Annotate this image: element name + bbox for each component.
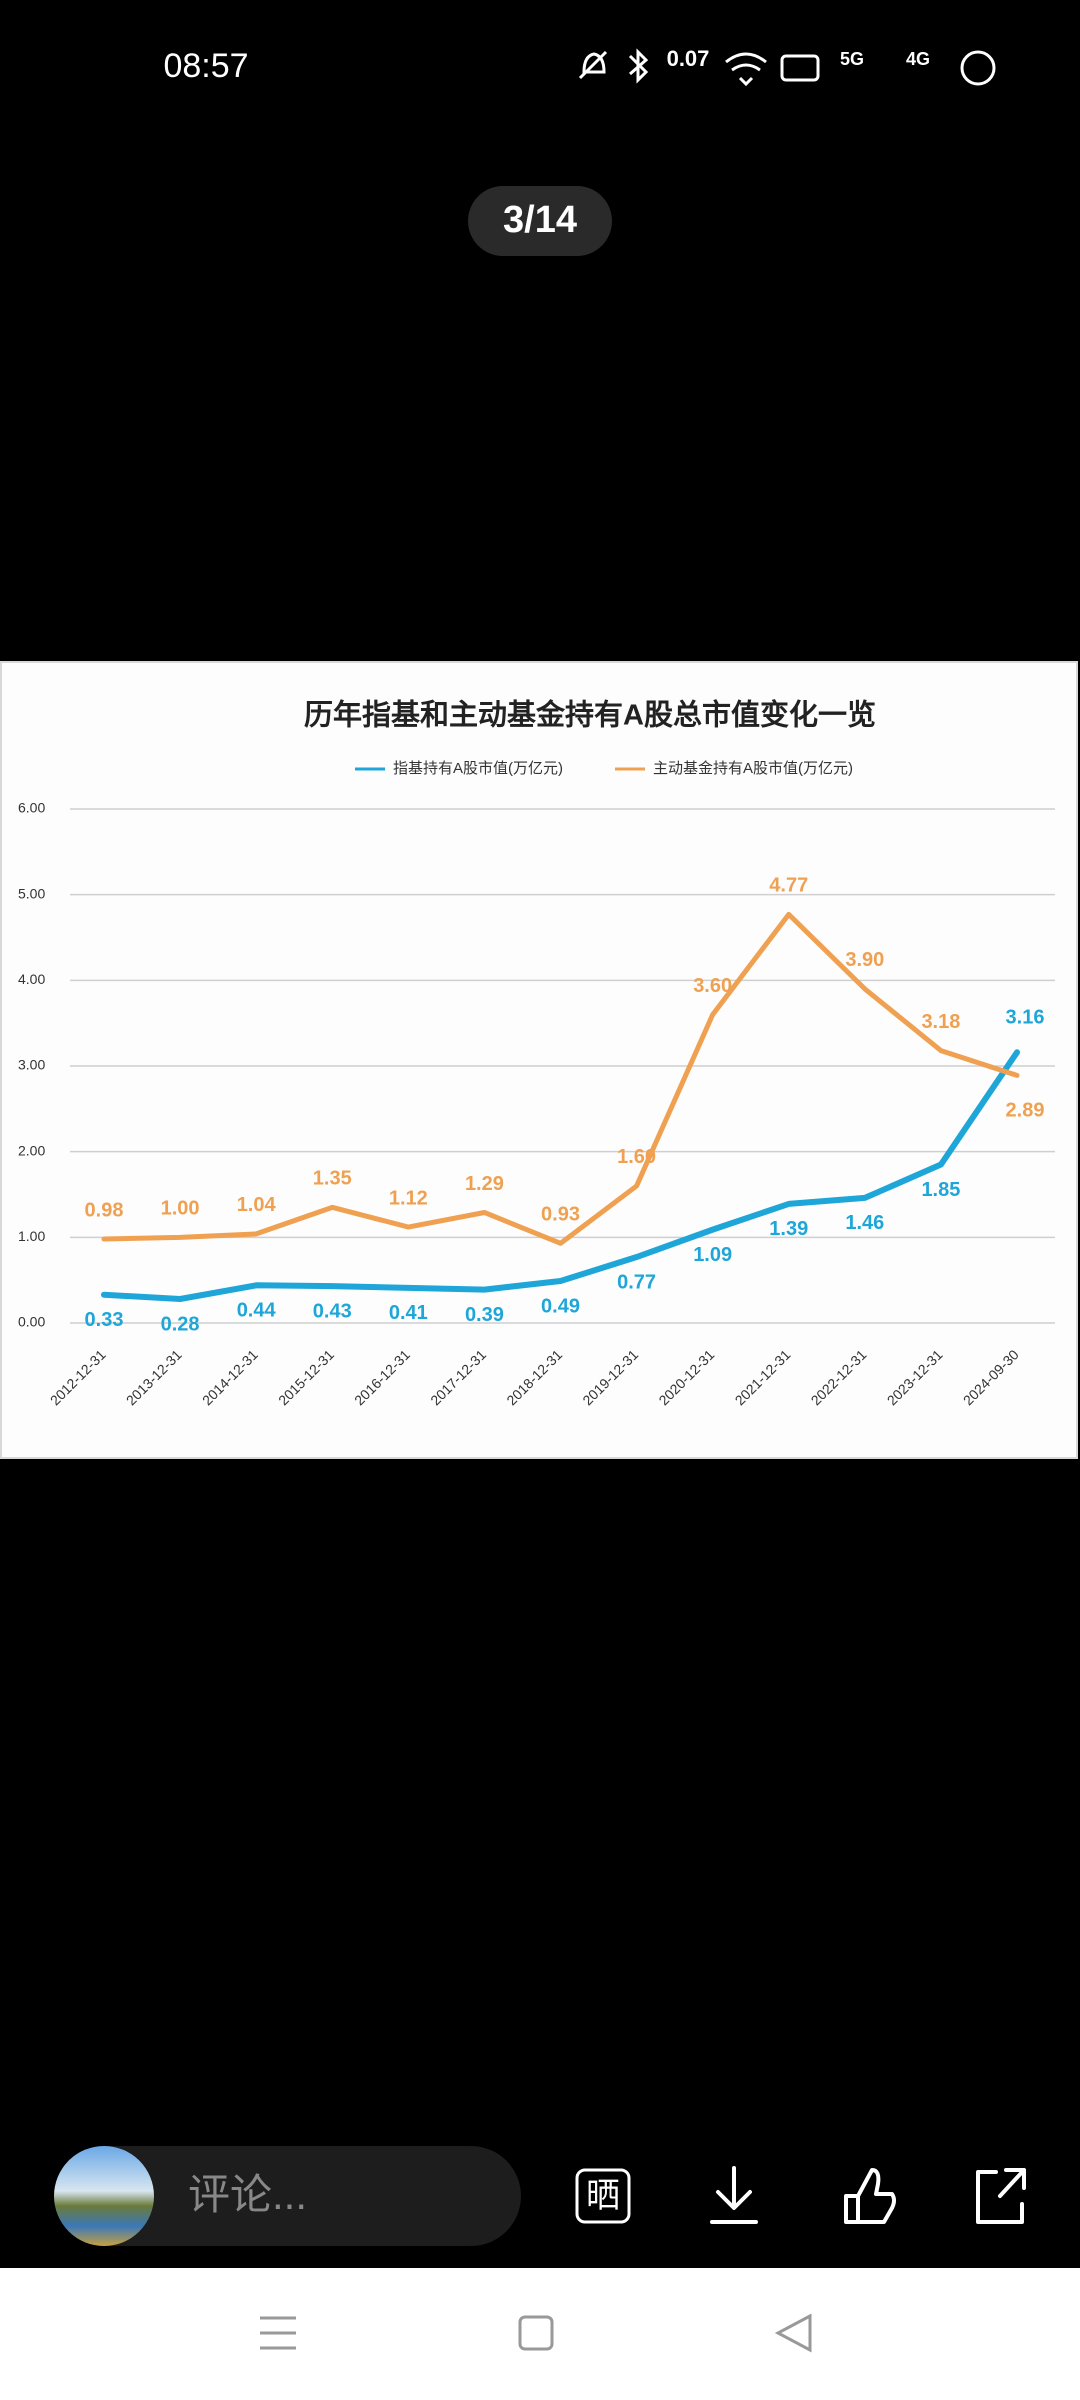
data-label: 1.46 xyxy=(845,1212,884,1234)
y-tick-label: 2.00 xyxy=(18,1142,45,1158)
data-label: 1.39 xyxy=(769,1218,808,1240)
legend-label: 指基持有A股市值(万亿元) xyxy=(393,760,563,777)
y-tick-label: 4.00 xyxy=(18,971,45,987)
series-line xyxy=(101,1049,1020,1303)
data-label: 3.60 xyxy=(693,975,732,997)
avatar[interactable] xyxy=(54,2146,154,2246)
data-label: 0.33 xyxy=(85,1309,124,1331)
nav-back[interactable] xyxy=(774,2313,812,2353)
y-tick-label: 0.00 xyxy=(18,1314,45,1330)
data-label: 0.93 xyxy=(541,1204,580,1226)
chart-image xyxy=(0,661,1078,1459)
data-label: 1.85 xyxy=(921,1179,960,1201)
status-net: 4G xyxy=(906,49,930,69)
comment-placeholder[interactable]: 评论... xyxy=(188,2171,307,2218)
data-label: 1.09 xyxy=(693,1244,732,1266)
y-tick-label: 3.00 xyxy=(18,1057,45,1073)
data-label: 3.18 xyxy=(921,1011,960,1033)
data-label: 2.89 xyxy=(1006,1100,1045,1122)
comment-box[interactable] xyxy=(55,2146,521,2246)
share-photo-box[interactable] xyxy=(575,2168,631,2224)
status-speed: 0.07 xyxy=(667,46,710,71)
status-net: 5G xyxy=(840,49,864,69)
page-counter: 3/14 xyxy=(503,199,577,241)
nav-home[interactable] xyxy=(518,2315,554,2351)
nav-icons xyxy=(260,2313,812,2353)
data-label: 1.60 xyxy=(617,1146,656,1168)
data-label: 0.28 xyxy=(161,1313,200,1335)
action-icons xyxy=(710,2166,1026,2224)
like-icon[interactable] xyxy=(844,2168,896,2224)
download-icon[interactable] xyxy=(710,2166,758,2224)
data-label: 4.77 xyxy=(769,875,808,897)
page-counter-pill xyxy=(468,186,612,256)
share-icon[interactable] xyxy=(976,2168,1026,2224)
data-label: 1.35 xyxy=(313,1168,352,1190)
data-label: 3.16 xyxy=(1006,1007,1045,1029)
data-label: 0.49 xyxy=(541,1295,580,1317)
y-tick-label: 6.00 xyxy=(18,800,45,816)
wifi-icon xyxy=(725,52,767,87)
y-tick-label: 5.00 xyxy=(18,885,45,901)
data-label: 3.90 xyxy=(845,949,884,971)
bluetooth-icon xyxy=(628,48,649,84)
data-label: 1.12 xyxy=(389,1187,428,1209)
series-line xyxy=(101,911,1020,1246)
legend-label: 主动基金持有A股市值(万亿元) xyxy=(653,760,853,777)
status-time: 08:57 xyxy=(163,47,248,85)
data-label: 1.00 xyxy=(161,1198,200,1220)
data-label: 0.77 xyxy=(617,1271,656,1293)
share-photo[interactable]: 晒 xyxy=(586,2177,620,2215)
data-label: 0.41 xyxy=(389,1302,428,1324)
status-icons xyxy=(578,48,996,87)
data-label: 0.98 xyxy=(85,1199,124,1221)
nav-bar xyxy=(0,2268,1080,2400)
data-label: 1.04 xyxy=(237,1194,277,1216)
data-label: 0.43 xyxy=(313,1300,352,1322)
data-label: 0.44 xyxy=(237,1300,277,1322)
mute-icon xyxy=(578,50,608,80)
chart-title: 历年指基和主动基金持有A股总市值变化一览 xyxy=(304,698,876,732)
data-label: 0.39 xyxy=(465,1304,504,1326)
status-circle xyxy=(960,50,996,86)
nav-menu[interactable] xyxy=(260,2316,296,2350)
y-tick-label: 1.00 xyxy=(18,1228,45,1244)
data-label: 1.29 xyxy=(465,1173,504,1195)
hd-icon xyxy=(780,54,820,82)
